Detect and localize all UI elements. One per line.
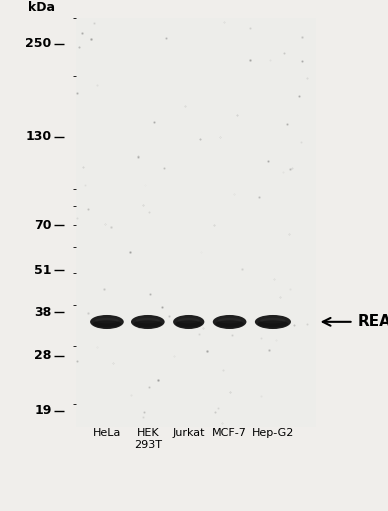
Ellipse shape [131,315,165,329]
Ellipse shape [213,315,246,329]
Text: Jurkat: Jurkat [173,428,205,438]
Ellipse shape [260,318,286,323]
Text: HEK
293T: HEK 293T [134,428,162,450]
Ellipse shape [218,318,241,323]
Ellipse shape [93,320,121,328]
Text: kDa: kDa [28,1,55,14]
Ellipse shape [173,315,204,329]
Text: HeLa: HeLa [93,428,121,438]
Text: REA: REA [357,314,388,329]
Ellipse shape [258,320,288,328]
Ellipse shape [90,315,124,329]
Ellipse shape [95,318,119,323]
Text: 28: 28 [34,349,52,362]
Text: 51: 51 [34,264,52,277]
Text: 130: 130 [25,130,52,144]
Ellipse shape [215,320,244,328]
Ellipse shape [175,320,202,328]
Ellipse shape [133,320,162,328]
Text: 19: 19 [34,404,52,417]
Text: Hep-G2: Hep-G2 [252,428,294,438]
Text: 70: 70 [34,219,52,231]
Ellipse shape [255,315,291,329]
Ellipse shape [136,318,159,323]
Ellipse shape [178,318,200,323]
Text: 38: 38 [34,306,52,319]
Text: 250: 250 [25,37,52,51]
Text: MCF-7: MCF-7 [212,428,247,438]
